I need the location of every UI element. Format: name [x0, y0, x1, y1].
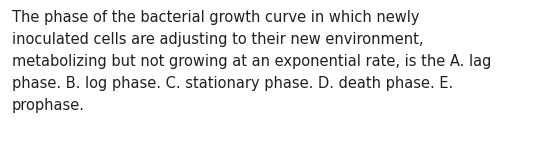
Text: inoculated cells are adjusting to their new environment,: inoculated cells are adjusting to their …: [12, 32, 424, 47]
Text: prophase.: prophase.: [12, 98, 85, 113]
Text: phase. B. log phase. C. stationary phase. D. death phase. E.: phase. B. log phase. C. stationary phase…: [12, 76, 453, 91]
Text: The phase of the bacterial growth curve in which newly: The phase of the bacterial growth curve …: [12, 10, 420, 25]
Text: metabolizing but not growing at an exponential rate, is the A. lag: metabolizing but not growing at an expon…: [12, 54, 492, 69]
